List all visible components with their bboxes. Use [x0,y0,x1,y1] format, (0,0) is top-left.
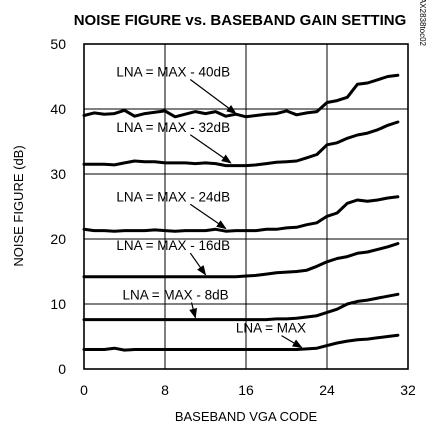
series-line-1 [82,120,400,168]
series-line-2 [82,195,400,233]
x-axis-label: BASEBAND VGA CODE [175,409,318,424]
grid-lines [84,44,408,369]
series-line-3 [82,242,400,279]
annotation-arrow-0 [189,79,237,115]
series-line-5 [82,333,400,352]
y-axis-label: NOISE FIGURE (dB) [11,145,26,266]
y-tick-label: 10 [50,296,66,312]
annotation-arrow-2 [189,203,227,230]
watermark-label: MAX2838toc02 [418,0,427,47]
series-lines [82,73,400,352]
annotation-label-3: LNA = MAX - 16dB [116,238,230,253]
annotation-label-2: LNA = MAX - 24dB [116,189,230,204]
annotations: LNA = MAX - 40dB LNA = MAX - 32dB LNA = MA… [116,65,306,349]
y-tick-label: 50 [50,36,66,52]
y-tick-label: 20 [50,231,66,247]
series-line-0 [82,73,400,119]
y-tick-label: 0 [58,361,66,377]
plot-frame [83,43,409,370]
x-tick-label: 32 [400,382,416,398]
y-tick-label: 40 [50,101,66,117]
annotation-arrow-5 [281,335,303,349]
annotation-label-5: LNA = MAX [236,321,306,336]
x-tick-label: 16 [238,382,254,398]
annotation-label-1: LNA = MAX - 32dB [116,120,230,135]
y-tick-labels: 0 10 20 30 40 50 [50,36,66,377]
annotation-arrow-3 [189,252,207,276]
annotation-label-0: LNA = MAX - 40dB [116,65,230,80]
chart-title: NOISE FIGURE vs. BASEBAND GAIN SETTING [74,12,407,29]
x-tick-label: 8 [161,382,169,398]
x-tick-label: 0 [80,382,88,398]
x-tick-label: 24 [319,382,335,398]
x-tick-labels: 0 8 16 24 32 [80,382,416,398]
annotation-arrow-1 [189,134,232,164]
annotation-arrow-4 [189,302,198,319]
y-tick-label: 30 [50,166,66,182]
annotation-label-4: LNA = MAX - 8dB [122,287,228,302]
series-line-4 [82,292,400,322]
